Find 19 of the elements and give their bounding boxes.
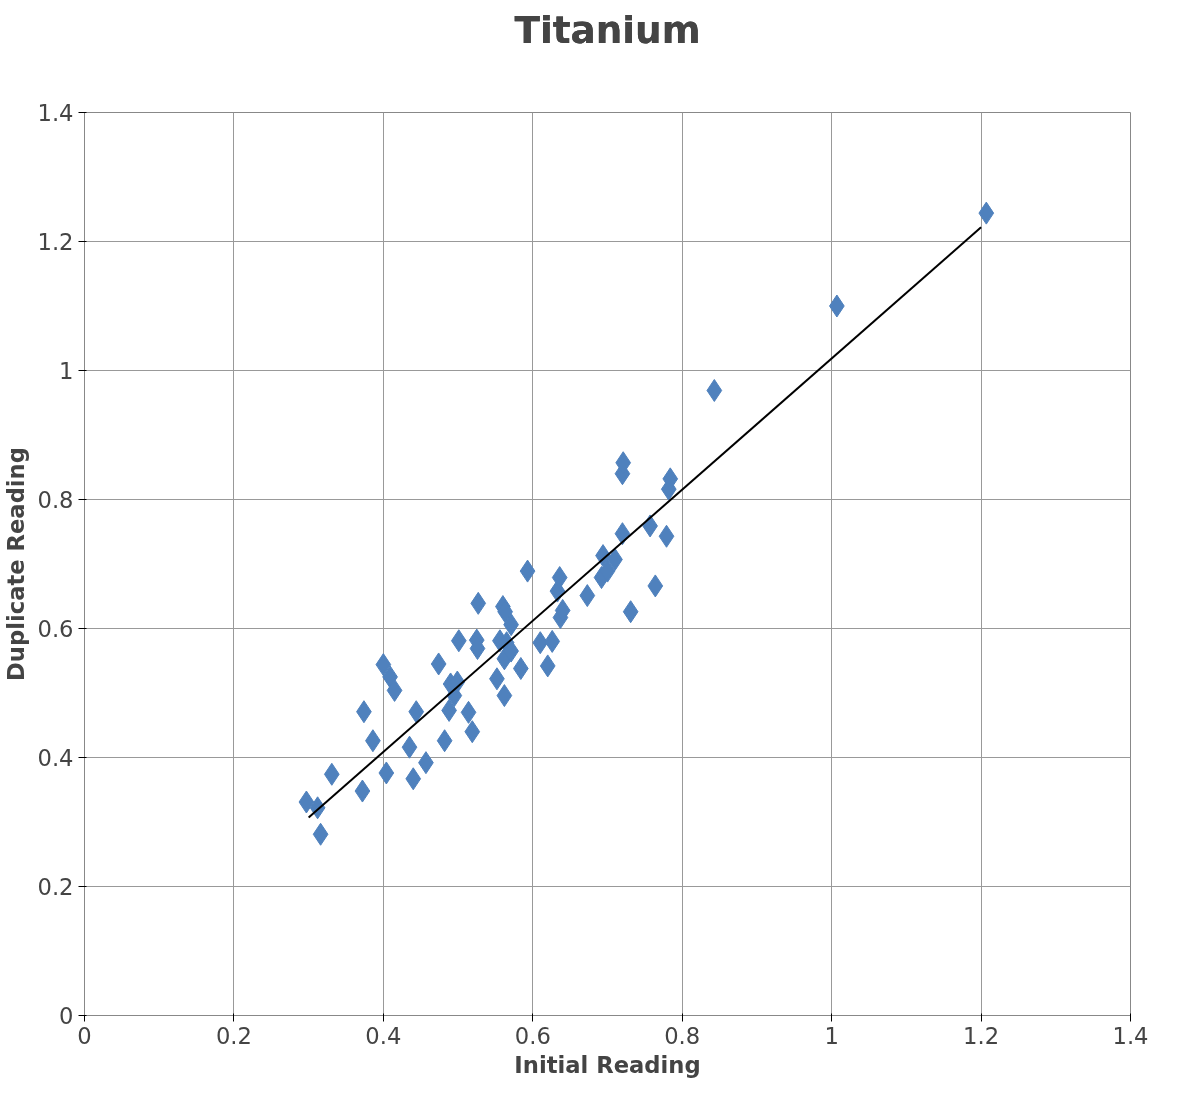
y-tick-label: 1.4 — [37, 100, 74, 126]
y-tick-label: 1.2 — [37, 229, 74, 255]
x-axis-title: Initial Reading — [514, 1051, 701, 1078]
x-tick-label: 0.6 — [514, 1022, 551, 1049]
x-tick-label: 0 — [77, 1022, 92, 1049]
y-axis-title: Duplicate Reading — [3, 447, 30, 681]
x-tick-label: 1.4 — [1112, 1022, 1149, 1049]
x-tick-label: 0.8 — [664, 1022, 701, 1049]
chart-title: Titanium — [514, 7, 701, 52]
y-tick-label: 1 — [59, 358, 74, 384]
y-tick-label: 0.2 — [37, 874, 74, 900]
y-tick-label: 0 — [59, 1003, 74, 1029]
y-tick-label: 0.6 — [37, 616, 74, 642]
x-tick-label: 0.4 — [365, 1022, 402, 1049]
x-tick-label: 1.2 — [963, 1022, 1000, 1049]
x-tick-label: 0.2 — [215, 1022, 252, 1049]
y-tick-label: 0.8 — [37, 487, 74, 513]
y-tick-label: 0.4 — [37, 745, 74, 771]
x-tick-label: 1 — [824, 1022, 839, 1049]
